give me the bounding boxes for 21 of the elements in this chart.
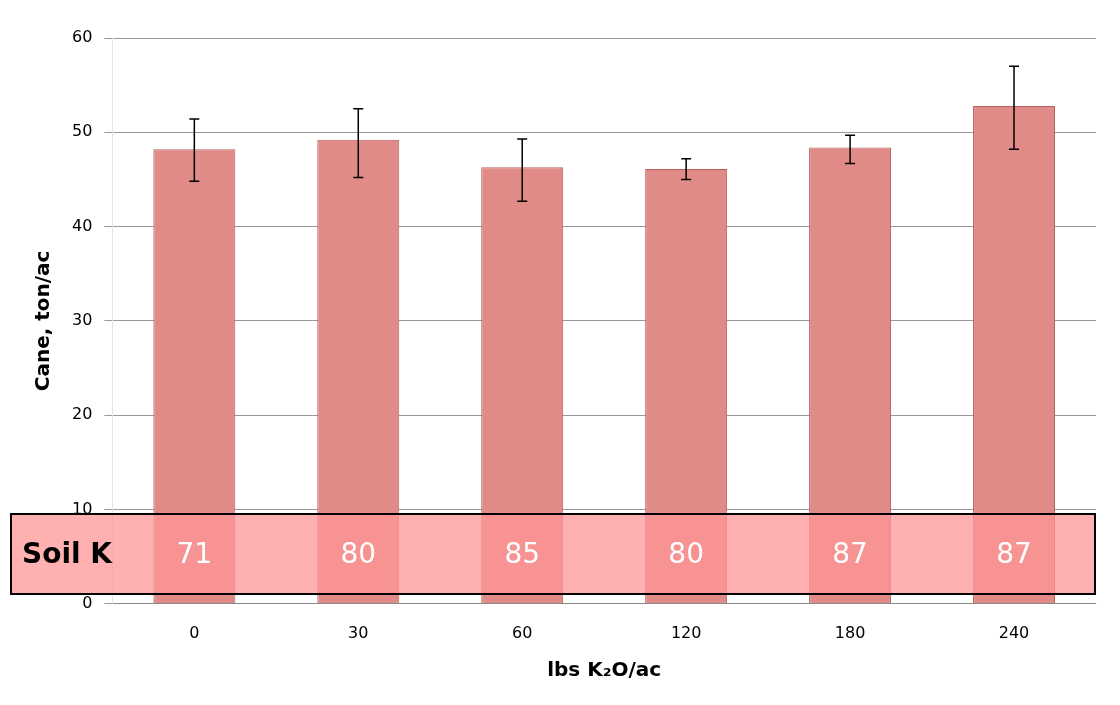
x-tick-label: 120 xyxy=(670,622,702,642)
annotation: 85 xyxy=(503,536,541,573)
y-tick-label: 50 xyxy=(72,121,93,141)
y-axis-title: Cane, ton/ac xyxy=(30,250,55,392)
x-tick-label: 60 xyxy=(512,622,533,642)
y-tick-label: 0 xyxy=(82,592,93,612)
y-tick-label: 30 xyxy=(72,310,93,330)
y-tick-label: 20 xyxy=(72,404,93,424)
x-axis-title: lbs K₂O/ac xyxy=(547,657,662,682)
x-tick-label: 0 xyxy=(189,622,200,642)
y-tick-label: 40 xyxy=(72,215,93,235)
annotation: 87 xyxy=(995,536,1033,573)
x-tick-label: 30 xyxy=(348,622,369,642)
x-tick-label: 240 xyxy=(998,622,1030,642)
x-tick-label: 180 xyxy=(834,622,866,642)
annotation: 80 xyxy=(667,536,705,573)
y-tick-label: 60 xyxy=(72,27,93,47)
annotation: 87 xyxy=(831,536,869,573)
annotation: 71 xyxy=(175,536,214,573)
annotation: 80 xyxy=(339,536,378,573)
text: Soil K xyxy=(22,536,113,573)
